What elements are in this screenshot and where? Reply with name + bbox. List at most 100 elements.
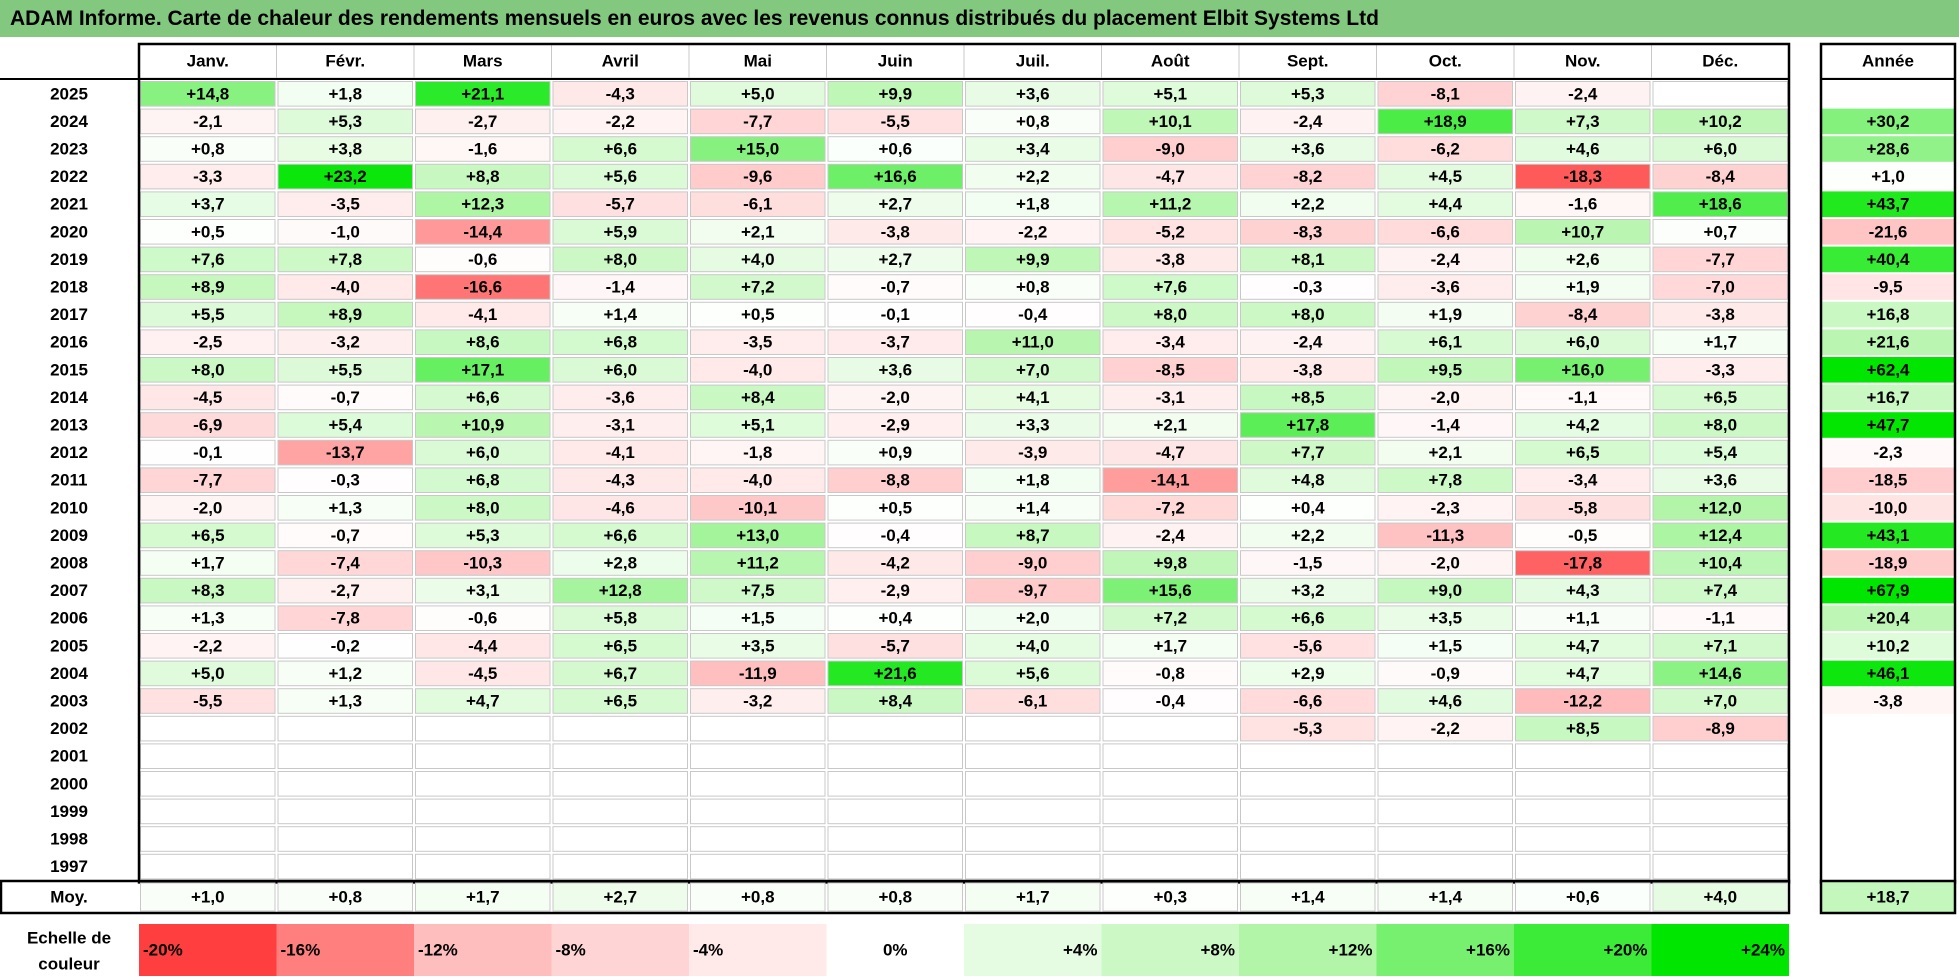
year-total-value: +20,4 <box>1866 609 1910 628</box>
heatmap-cell-value: +21,1 <box>461 84 504 103</box>
scale-swatch <box>1101 924 1239 976</box>
year-total-value: +30,2 <box>1866 112 1909 131</box>
scale-step-label: +24% <box>1741 941 1785 960</box>
heatmap-cell <box>690 163 826 190</box>
heatmap-cell <box>277 108 413 135</box>
heatmap-cell <box>1515 577 1651 604</box>
month-header-cell <box>963 43 1102 79</box>
heatmap-cell-value: +6,5 <box>603 692 637 711</box>
heatmap-cell-value: -3,1 <box>606 416 635 435</box>
heatmap-cell <box>1652 743 1788 770</box>
heatmap-cell-value: -0,3 <box>331 471 360 490</box>
heatmap-cell <box>965 384 1101 411</box>
heatmap-cell <box>1240 301 1376 328</box>
heatmap-cell <box>552 357 688 383</box>
year-total-cell <box>1822 246 1954 273</box>
row-year-label: 2014 <box>50 388 88 407</box>
heatmap-cell <box>140 743 276 770</box>
heatmap-cell <box>690 467 826 493</box>
heatmap-cell-value: +2,6 <box>1566 250 1600 269</box>
month-header-label: Juil. <box>1016 52 1050 71</box>
heatmap-cell-value: +10,1 <box>1149 112 1192 131</box>
heatmap-cell-value: +4,6 <box>1428 692 1462 711</box>
heatmap-cell <box>277 798 413 825</box>
heatmap-cell-value: +8,0 <box>191 360 225 379</box>
heatmap-cell <box>965 301 1101 328</box>
heatmap-cell <box>415 826 551 852</box>
heatmap-cell-value: -0,7 <box>331 526 360 545</box>
heatmap-cell <box>1515 853 1651 880</box>
heatmap-cell <box>415 577 551 604</box>
heatmap-cell-value: -7,7 <box>193 471 222 490</box>
heatmap-cell <box>1102 605 1238 632</box>
heatmap-cell-value: +0,5 <box>741 305 775 324</box>
heatmap-cell <box>827 522 963 549</box>
heatmap-cell <box>1377 329 1513 355</box>
heatmap-cell <box>827 274 963 300</box>
heatmap-cell <box>1102 688 1238 714</box>
heatmap-cell-value: +14,8 <box>186 84 229 103</box>
heatmap-cell <box>1102 467 1238 493</box>
heatmap-cell <box>827 357 963 383</box>
scale-swatch <box>276 924 414 976</box>
heatmap-cell <box>965 274 1101 300</box>
row-year-label: 2001 <box>50 747 88 766</box>
heatmap-cell <box>965 81 1101 107</box>
heatmap-cell <box>1102 522 1238 549</box>
heatmap-cell <box>690 329 826 355</box>
heatmap-cell-value: +6,6 <box>466 388 500 407</box>
heatmap-cell <box>965 163 1101 190</box>
heatmap-cell <box>140 577 276 604</box>
heatmap-cell <box>1102 274 1238 300</box>
heatmap-cell-value: -0,9 <box>1431 664 1460 683</box>
heatmap-cell-value: +3,1 <box>466 581 500 600</box>
heatmap-cell <box>1652 660 1788 687</box>
year-total-cell <box>1822 660 1954 687</box>
heatmap-cell-value: -8,8 <box>881 471 910 490</box>
heatmap-cell <box>1515 495 1651 521</box>
heatmap-cell <box>277 550 413 576</box>
heatmap-cell-value: +9,5 <box>1428 360 1462 379</box>
heatmap-cell <box>552 798 688 825</box>
heatmap-cell <box>1102 439 1238 466</box>
heatmap-cell <box>277 163 413 190</box>
heatmap-cell-value: +10,9 <box>461 416 504 435</box>
heatmap-cell <box>552 715 688 742</box>
heatmap-cell-value: +6,1 <box>1428 333 1462 352</box>
heatmap-cell <box>827 660 963 687</box>
heatmap-cell <box>965 246 1101 273</box>
year-total-cell <box>1822 771 1954 797</box>
heatmap-cell-value: -0,5 <box>1568 526 1597 545</box>
heatmap-cell-value: -2,4 <box>1431 250 1461 269</box>
heatmap-cell <box>1377 743 1513 770</box>
heatmap-cell-value: +2,1 <box>1428 443 1462 462</box>
heatmap-cell <box>140 219 276 245</box>
heatmap-cell-value: -1,6 <box>1568 195 1597 214</box>
heatmap-cell <box>415 522 551 549</box>
scale-swatch <box>1651 924 1789 976</box>
heatmap-cell-value: +7,5 <box>741 581 775 600</box>
heatmap-cell-value: -1,5 <box>1293 554 1322 573</box>
scale-step-label: +16% <box>1466 941 1510 960</box>
heatmap-cell <box>827 246 963 273</box>
heatmap-cell <box>690 605 826 632</box>
heatmap-cell-value: +8,0 <box>603 250 637 269</box>
heatmap-cell <box>415 853 551 880</box>
heatmap-cell-value: +8,5 <box>1291 388 1325 407</box>
heatmap-cell-value: -3,8 <box>881 222 910 241</box>
heatmap-cell <box>965 798 1101 825</box>
heatmap-cell <box>415 743 551 770</box>
heatmap-cell-value: +17,1 <box>461 360 504 379</box>
heatmap-cell <box>1377 853 1513 880</box>
year-total-cell <box>1822 81 1954 107</box>
heatmap-cell-value: -2,2 <box>1431 719 1460 738</box>
heatmap-cell-value: +4,6 <box>1566 140 1600 159</box>
heatmap-cell <box>1102 412 1238 438</box>
heatmap-cell <box>415 357 551 383</box>
heatmap-cell-value: +3,4 <box>1016 140 1050 159</box>
heatmap-cell <box>690 108 826 135</box>
heatmap-cell-value: -5,2 <box>1156 222 1185 241</box>
year-total-value: -9,5 <box>1873 278 1902 297</box>
heatmap-cell <box>827 412 963 438</box>
heatmap-cell <box>277 384 413 411</box>
